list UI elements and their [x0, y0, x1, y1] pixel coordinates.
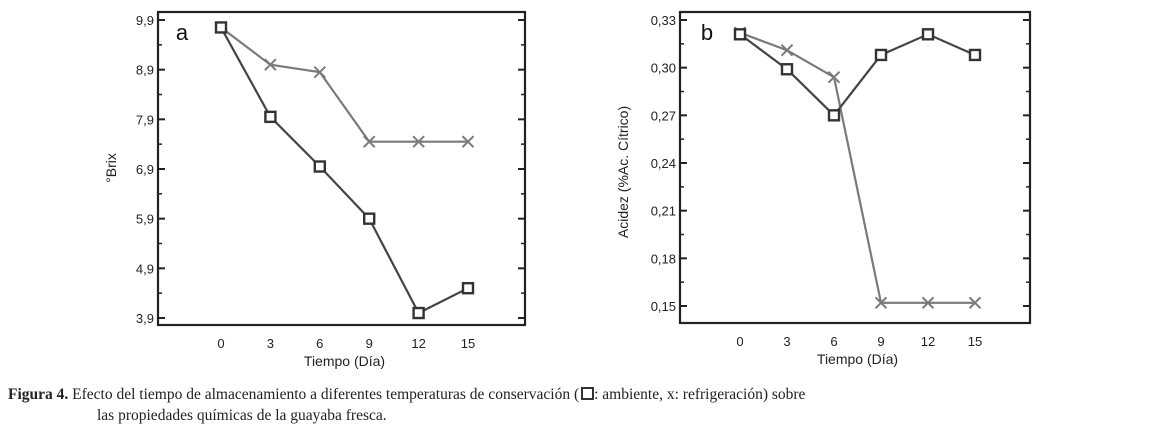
- data-point-square: [874, 48, 888, 62]
- y-tick-label: 0,15: [651, 299, 676, 314]
- data-point-x: [874, 296, 888, 310]
- square-marker-icon: [581, 387, 595, 400]
- series-line-x: [739, 31, 975, 304]
- series-line-x: [220, 26, 468, 143]
- x-tick-label: 15: [461, 336, 475, 351]
- x-tick-label: 3: [267, 336, 274, 351]
- y-tick-label: 0,27: [651, 108, 676, 123]
- x-tick-label: 0: [217, 336, 224, 351]
- x-tick-label: 9: [366, 336, 373, 351]
- data-point-x: [827, 70, 841, 84]
- caption-text-1: Efecto del tiempo de almacenamiento a di…: [72, 386, 580, 403]
- y-tick-label: 0,33: [651, 13, 676, 28]
- figure-label: Figura 4.: [8, 386, 69, 403]
- caption-text-2: : ambiente, x: refrigeración) sobre: [594, 386, 806, 403]
- x-mark-stroke: [827, 70, 841, 84]
- data-point-square: [780, 63, 794, 76]
- x-tick-label: 9: [877, 334, 884, 349]
- data-point-x: [921, 296, 935, 310]
- series-line-square: [739, 33, 976, 117]
- y-tick-label: 4,9: [136, 261, 154, 276]
- chart-b: 0,33 0,30 0,27 0,24 0,21 0,18 0,15 0 3 6 9 12 15 Tiem…: [615, 10, 1032, 367]
- x-tick-label: 12: [411, 336, 425, 351]
- y-axis-label: Acidez (%Ac. Cítrico): [615, 106, 631, 238]
- data-point-square: [363, 212, 376, 225]
- plot-frame: [678, 10, 1032, 325]
- y-tick-label: 8,9: [136, 63, 154, 78]
- figure-charts: 9,9 8,9 7,9 6,9 5,9 4,9 3,9 0 3 6 9 12 15 Tiempo (Día…: [103, 10, 1032, 369]
- data-point-square: [214, 21, 228, 34]
- y-tick-label: 0,30: [651, 61, 676, 76]
- data-point-square: [968, 48, 982, 62]
- data-point-x: [362, 135, 376, 148]
- y-tick-label: 7,9: [136, 112, 154, 127]
- x-tick-label: 6: [316, 336, 323, 351]
- data-point-square: [733, 28, 747, 41]
- data-point-x: [780, 43, 794, 57]
- x-tick-label: 6: [830, 334, 837, 349]
- data-point-square: [461, 282, 475, 295]
- x-tick-label: 15: [968, 334, 982, 349]
- data-point-x: [461, 135, 475, 148]
- figure-caption: Figura 4. Efecto del tiempo de almacenam…: [8, 384, 1146, 426]
- x-mark-stroke: [412, 135, 425, 148]
- y-tick-label: 0,21: [651, 204, 676, 219]
- x-mark-stroke: [264, 58, 277, 71]
- y-tick-label: 9,9: [136, 13, 154, 28]
- data-point-square: [313, 160, 326, 173]
- x-mark-stroke: [921, 296, 935, 310]
- x-axis-label: Tiempo (Día): [304, 353, 385, 369]
- data-point-square: [412, 306, 425, 320]
- caption-line-2: las propiedades químicas de la guayaba f…: [97, 407, 387, 424]
- data-point-x: [412, 135, 425, 148]
- x-tick-label: 3: [783, 334, 790, 349]
- plot-frame: [156, 10, 527, 327]
- x-mark-stroke: [362, 135, 376, 148]
- x-axis-label: Tiempo (Día): [817, 351, 898, 367]
- x-mark-stroke: [780, 43, 794, 57]
- x-mark-stroke: [313, 65, 327, 79]
- data-point-x: [313, 65, 327, 79]
- data-point-square: [264, 110, 277, 124]
- y-tick-label: 3,9: [136, 311, 154, 326]
- x-mark-stroke: [968, 296, 982, 310]
- panel-label: b: [701, 20, 713, 45]
- x-tick-label: 0: [736, 334, 743, 349]
- y-tick-label: 6,9: [136, 162, 154, 177]
- chart-a: 9,9 8,9 7,9 6,9 5,9 4,9 3,9 0 3 6 9 12 15 Tiempo (Día…: [103, 10, 527, 369]
- data-point-x: [968, 296, 982, 310]
- y-tick-label: 0,18: [651, 251, 676, 266]
- y-tick-label: 0,24: [651, 156, 676, 171]
- x-tick-label: 12: [921, 334, 935, 349]
- x-mark-stroke: [874, 296, 888, 310]
- data-point-square: [827, 109, 841, 122]
- data-point-x: [264, 58, 277, 71]
- y-axis-label: °Brix: [103, 153, 119, 183]
- series-line-square: [220, 26, 469, 315]
- x-mark-stroke: [461, 135, 475, 148]
- y-tick-label: 5,9: [136, 212, 154, 227]
- panel-label: a: [176, 20, 189, 45]
- data-point-square: [921, 28, 935, 41]
